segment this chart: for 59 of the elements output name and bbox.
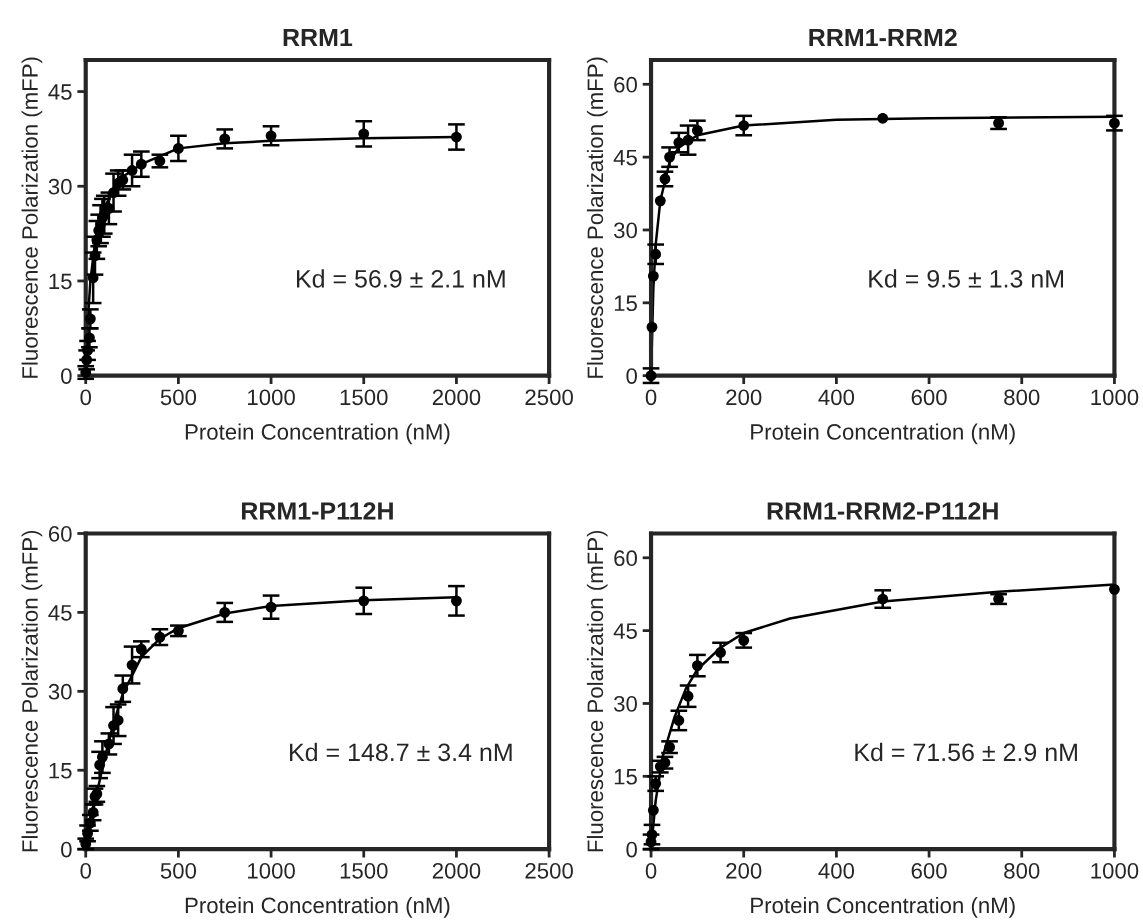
chart-title: RRM1 (283, 28, 353, 47)
y-tick-label: 0 (626, 841, 637, 858)
chart-title: RRM1-P112H (241, 502, 393, 520)
y-tick-label: 45 (613, 623, 637, 639)
y-tick-label: 0 (626, 368, 637, 384)
x-tick-label: 2000 (432, 862, 481, 879)
x-tick-label: 0 (645, 862, 657, 879)
y-tick-label: 30 (613, 696, 637, 712)
chart-title: RRM1-RRM2 (809, 28, 957, 47)
x-tick-label: 0 (80, 862, 92, 879)
x-tick-label: 2000 (432, 389, 481, 406)
y-axis-title: Fluorescence Polarization (mFP) (586, 57, 608, 378)
x-tick-label: 400 (818, 389, 855, 406)
y-tick-label: 15 (49, 763, 72, 779)
y-tick-label: 30 (48, 683, 72, 700)
x-tick-label: 800 (1004, 862, 1040, 879)
annotation: Kd = 71.56 ± 2.9 nM (855, 742, 1077, 762)
y-tick-label: 30 (613, 222, 637, 239)
x-tick-label: 1000 (248, 862, 295, 879)
y-tick-label: 15 (614, 295, 637, 312)
y-tick-label: 60 (48, 526, 72, 542)
y-axis-title: Fluorescence Polarization (mFP) (21, 530, 43, 852)
x-axis-title: Protein Concentration (nM) (751, 896, 1015, 918)
x-tick-label: 200 (726, 389, 762, 406)
x-tick-label: 600 (911, 862, 947, 879)
annotation: Kd = 148.7 ± 3.4 nM (290, 742, 512, 762)
x-tick-label: 0 (80, 389, 92, 406)
y-tick-label: 0 (61, 368, 72, 384)
x-tick-label: 1000 (1091, 389, 1139, 406)
x-tick-label: 1000 (1091, 862, 1139, 879)
x-tick-label: 1000 (248, 389, 295, 406)
x-axis-title: Protein Concentration (nM) (185, 423, 450, 445)
y-tick-label: 30 (48, 178, 72, 195)
x-tick-label: 500 (160, 389, 197, 406)
annotation: Kd = 9.5 ± 1.3 nM (869, 269, 1064, 288)
x-axis-title: Protein Concentration (nM) (185, 896, 450, 918)
x-tick-label: 800 (1004, 389, 1040, 406)
y-tick-label: 45 (48, 84, 72, 100)
y-axis-title: Fluorescence Polarization (mFP) (21, 57, 43, 378)
annotation: Kd = 56.9 ± 2.1 nM (296, 269, 505, 288)
y-tick-label: 45 (48, 605, 72, 621)
y-tick-label: 60 (614, 550, 637, 567)
x-tick-label: 1500 (340, 862, 388, 879)
y-tick-label: 15 (614, 769, 637, 785)
x-tick-label: 2500 (525, 389, 573, 406)
y-axis-title: Fluorescence Polarization (mFP) (586, 530, 608, 852)
x-tick-label: 200 (726, 862, 762, 879)
x-tick-label: 0 (645, 389, 657, 406)
x-tick-label: 500 (160, 862, 197, 879)
y-tick-label: 0 (61, 841, 72, 858)
x-tick-label: 2500 (525, 862, 573, 879)
x-tick-label: 600 (911, 389, 947, 406)
chart-title: RRM1-RRM2-P112H (767, 502, 998, 520)
x-tick-label: 1500 (340, 389, 388, 406)
y-tick-label: 60 (614, 76, 637, 93)
x-tick-label: 400 (818, 862, 855, 879)
y-tick-label: 45 (613, 149, 637, 166)
y-tick-label: 15 (49, 273, 72, 290)
x-axis-title: Protein Concentration (nM) (751, 423, 1015, 445)
